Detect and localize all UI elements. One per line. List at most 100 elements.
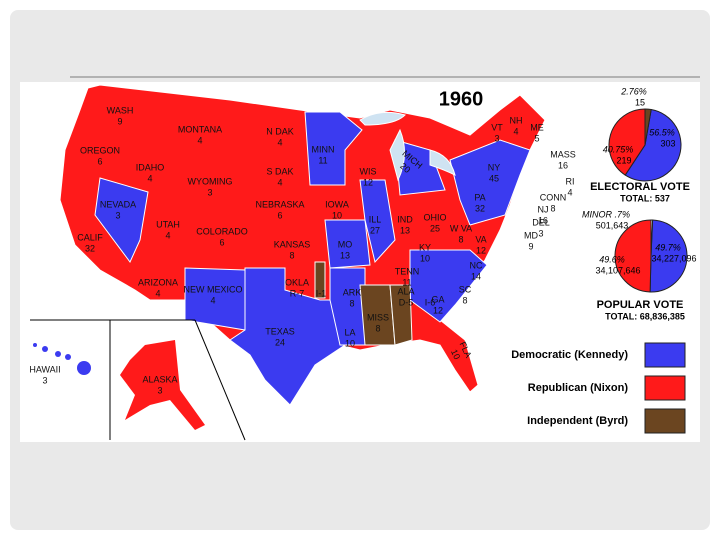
state-name: IDAHO	[136, 162, 165, 172]
state-label: W VA8	[450, 223, 472, 244]
state-votes: 3	[538, 228, 543, 238]
state-name: VT	[491, 122, 503, 132]
state-votes: D-5	[399, 297, 414, 307]
state-name: S DAK	[266, 166, 293, 176]
state-shape	[94, 177, 149, 263]
state-votes: 11	[402, 277, 411, 287]
state-name: NH	[510, 115, 523, 125]
state-name: N DAK	[266, 126, 294, 136]
state-labels: WASH9OREGON6CALIF32NEVADA3IDAHO4MONTANA4…	[29, 105, 575, 395]
state-name: W VA	[450, 223, 472, 233]
legend: Democratic (Kennedy) Republican (Nixon) In…	[511, 342, 686, 434]
state-name: MISS	[367, 312, 389, 322]
state-name: SC	[459, 284, 472, 294]
state-votes: 3	[42, 375, 47, 385]
slice-percent: MINOR .7%	[582, 209, 630, 219]
state-name: MASS	[550, 149, 576, 159]
island	[42, 346, 48, 352]
state-shape	[449, 139, 531, 226]
map-shapes	[59, 84, 546, 406]
legend-label: Republican (Nixon)	[528, 382, 629, 394]
state-name: HAWAII	[29, 364, 60, 374]
state-name: OREGON	[80, 145, 120, 155]
state-votes: 5	[534, 133, 539, 143]
state-label: NH4	[510, 115, 523, 136]
slice-percent: 56.5%	[649, 127, 675, 137]
state-shape	[229, 267, 346, 406]
state-name: ALA	[397, 286, 414, 296]
legend-swatch	[644, 342, 686, 368]
slice-percent: 49.7%	[655, 242, 681, 252]
state-votes: 10	[449, 348, 462, 361]
state-votes: R-7	[290, 288, 305, 298]
state-name: NEBRASKA	[255, 199, 304, 209]
state-votes: 12	[433, 305, 443, 315]
lakes	[359, 111, 456, 182]
legend-swatch	[644, 375, 686, 401]
state-votes: 12	[363, 177, 373, 187]
alaska-shape	[120, 340, 205, 430]
state-name: CALIF	[77, 232, 103, 242]
state-name: MINN	[312, 144, 335, 154]
pie-total: TOTAL: 537	[620, 193, 670, 203]
state-shape	[324, 219, 371, 269]
legend-swatch	[644, 408, 686, 434]
state-name: KY	[419, 242, 431, 252]
state-votes: 25	[430, 223, 440, 233]
pie-slice	[608, 108, 646, 176]
slice-count: 34,107,646	[595, 265, 640, 275]
island	[33, 343, 37, 347]
state-label: VT3	[491, 122, 503, 143]
state-votes: 24	[275, 337, 285, 347]
state-name: RI	[566, 176, 575, 186]
state-votes: 4	[567, 187, 572, 197]
state-shape	[389, 284, 413, 346]
state-label: ME5	[530, 122, 544, 143]
pie-total: TOTAL: 68,836,385	[605, 311, 685, 321]
state-votes: 3	[494, 133, 499, 143]
state-votes: 4	[277, 177, 282, 187]
slice-percent: 40.75%	[603, 144, 634, 154]
state-votes: 10	[332, 210, 342, 220]
state-label: SC8	[459, 284, 472, 305]
state-votes: 10	[345, 338, 355, 348]
hawaii-shape	[33, 343, 91, 375]
state-votes: 8	[462, 295, 467, 305]
state-name: ILL	[369, 214, 382, 224]
state-votes: 9	[117, 116, 122, 126]
inset-border	[194, 319, 246, 441]
state-votes: 16	[538, 215, 548, 225]
state-name: OKLA	[285, 277, 309, 287]
state-votes: 32	[85, 243, 95, 253]
state-name: ALASKA	[142, 374, 177, 384]
state-votes: 4	[513, 126, 518, 136]
state-votes: 3	[115, 210, 120, 220]
slice-count: 303	[660, 138, 675, 148]
